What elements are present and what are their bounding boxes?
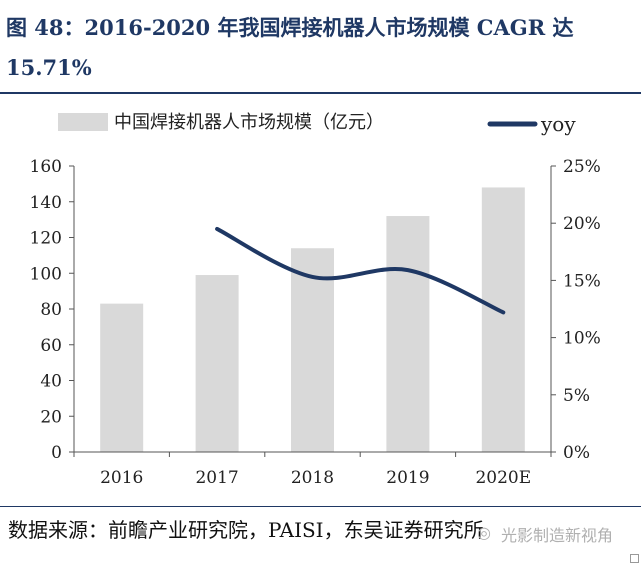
left-tick-label: 0 (51, 443, 62, 463)
left-tick-label: 80 (40, 300, 62, 320)
right-tick-label: 25% (563, 157, 601, 177)
bar-2017 (195, 275, 239, 452)
legend-line-label: yoy (540, 112, 576, 136)
corner-mark (630, 554, 639, 563)
legend-bar-swatch (58, 113, 108, 131)
left-tick-label: 60 (40, 336, 62, 356)
source-note: 数据来源：前瞻产业研究院，PAISI，东吴证券研究所 (8, 518, 484, 542)
yoy-line (215, 226, 506, 315)
right-tick-label: 0% (563, 443, 590, 463)
wechat-icon: ◎ (477, 523, 491, 542)
right-tick-label: 20% (563, 214, 601, 234)
figure-title-line-2: 15.71% (6, 55, 92, 80)
x-tick-label: 2016 (100, 468, 143, 488)
x-tick-label: 2020E (475, 468, 531, 488)
watermark: 光影制造新视角 (500, 526, 613, 545)
left-tick-label: 140 (30, 193, 62, 213)
right-tick-label: 10% (563, 329, 601, 349)
legend-bar-label: 中国焊接机器人市场规模（亿元） (114, 112, 384, 133)
legend: 中国焊接机器人市场规模（亿元） yoy (58, 112, 576, 136)
figure-title: 图 48：2016-2020 年我国焊接机器人市场规模 CAGR 达 15.71… (6, 8, 636, 88)
axes: 0 20 40 60 80 100 120 140 160 0% 5% 10% 15% 20% 25% 201… (30, 157, 601, 488)
x-tick-label: 2019 (386, 468, 429, 488)
top-rule (0, 92, 641, 94)
x-tick-label: 2018 (291, 468, 334, 488)
bars (100, 187, 525, 452)
left-tick-label: 120 (30, 229, 62, 249)
right-tick-label: 15% (563, 271, 601, 291)
left-tick-label: 160 (30, 157, 62, 177)
bottom-rule (0, 506, 641, 507)
bar-2020E (481, 187, 525, 452)
left-tick-label: 20 (40, 407, 62, 427)
bar-2016 (100, 303, 144, 452)
left-tick-label: 100 (30, 264, 62, 284)
left-tick-label: 40 (40, 372, 62, 392)
bar-2018 (291, 248, 334, 452)
x-tick-label: 2017 (195, 468, 238, 488)
bar-2019 (386, 216, 430, 452)
figure-title-line-1: 图 48：2016-2020 年我国焊接机器人市场规模 CAGR 达 (6, 15, 574, 40)
right-tick-label: 5% (563, 386, 590, 406)
